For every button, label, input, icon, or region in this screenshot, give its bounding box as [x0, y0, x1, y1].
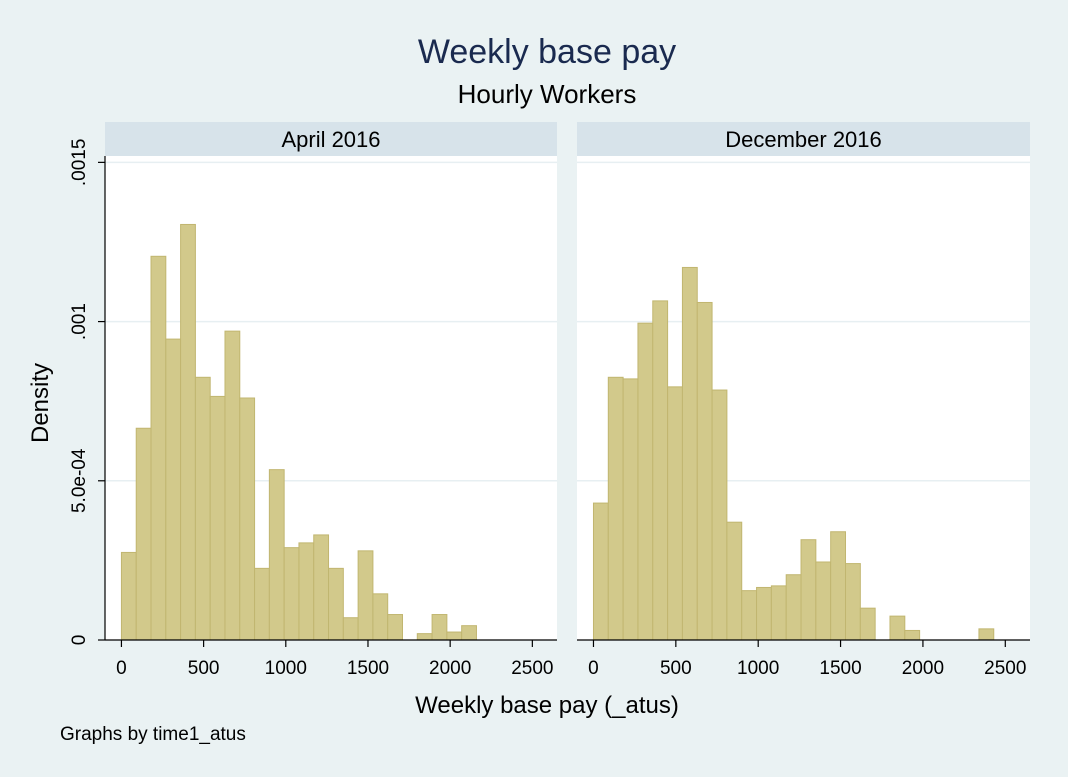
x-tick-label: 1000	[265, 658, 307, 679]
histogram-bar	[756, 586, 772, 641]
panel-2: December 2016 0 500 1000 1500 2000 2500	[577, 122, 1030, 679]
histogram-bar	[667, 386, 683, 641]
histogram-bar	[194, 376, 211, 641]
histogram-bar	[461, 625, 477, 641]
graphs-by-note: Graphs by time1_atus	[60, 724, 246, 745]
x-tick-label: 0	[116, 658, 127, 679]
histogram-bar	[298, 542, 315, 641]
histogram-bar	[815, 561, 832, 641]
histogram-bar	[681, 266, 698, 641]
histogram-bar	[446, 631, 463, 641]
x-tick-label: 1500	[819, 658, 861, 679]
y-tick-label: .0015	[69, 139, 90, 187]
panel-title: December 2016	[725, 127, 882, 152]
histogram-bar	[372, 593, 389, 641]
histogram-bar	[770, 585, 787, 641]
histogram-bar	[622, 378, 639, 641]
x-tick-label: 2500	[984, 658, 1026, 679]
histogram-bar	[978, 628, 995, 641]
histogram-bar	[135, 427, 152, 641]
histogram-bar	[342, 617, 359, 641]
chart-subtitle: Hourly Workers	[458, 79, 637, 109]
histogram-bar	[607, 376, 624, 641]
histogram-bar	[637, 322, 654, 641]
y-tick-label: 5.0e-04	[69, 448, 90, 513]
histogram-bar	[254, 567, 270, 641]
panel-title: April 2016	[281, 127, 380, 152]
panel-1: April 2016 0 500 1000 1500 2000 2500 0 5.0e-04 .0…	[69, 122, 557, 679]
histogram-bar	[328, 567, 344, 641]
x-tick-label: 2000	[429, 658, 471, 679]
histogram-bar	[696, 301, 713, 641]
histogram-bar	[313, 534, 330, 641]
x-tick-label: 1500	[347, 658, 389, 679]
histogram-bar	[150, 255, 167, 641]
histogram-bar	[165, 338, 182, 641]
histogram-bar	[592, 502, 609, 641]
histogram-bar	[283, 547, 300, 641]
histogram-bar	[859, 607, 876, 641]
histogram-bar	[741, 590, 758, 641]
x-tick-label: 2500	[511, 658, 553, 679]
chart-title: Weekly base pay	[418, 33, 676, 71]
histogram-bar	[711, 389, 728, 641]
x-tick-label: 500	[660, 658, 692, 679]
histogram-bar	[845, 563, 861, 641]
y-tick-label: .001	[69, 303, 90, 340]
y-tick-label: 0	[69, 635, 90, 646]
histogram-bar	[387, 614, 403, 641]
histogram-bar	[431, 614, 448, 641]
histogram-bar	[209, 395, 226, 641]
panels: April 2016 0 500 1000 1500 2000 2500 0 5.0e-04 .0…	[69, 122, 1030, 679]
panel-strip	[577, 122, 1030, 156]
histogram-bar	[239, 397, 256, 641]
histogram-bar	[357, 550, 374, 641]
x-tick-label: 0	[588, 658, 599, 679]
x-tick-label: 2000	[902, 658, 944, 679]
histogram-bar	[180, 223, 196, 641]
histogram-bar	[889, 615, 906, 641]
x-tick-label: 500	[188, 658, 220, 679]
y-axis-title: Density	[27, 363, 54, 443]
x-axis-title: Weekly base pay (_atus)	[415, 692, 679, 719]
x-tick-label: 1000	[737, 658, 779, 679]
histogram-bar	[224, 330, 241, 641]
histogram-bar	[120, 551, 137, 641]
histogram-bar	[830, 531, 847, 641]
panel-strip	[105, 122, 557, 156]
histogram-bar	[416, 633, 433, 641]
histogram-bar	[652, 300, 669, 641]
histogram-bar	[268, 469, 285, 641]
histogram-bar	[726, 521, 743, 641]
histogram-bar	[785, 574, 802, 641]
histogram-bar	[800, 539, 817, 641]
histogram-bar	[904, 629, 921, 641]
